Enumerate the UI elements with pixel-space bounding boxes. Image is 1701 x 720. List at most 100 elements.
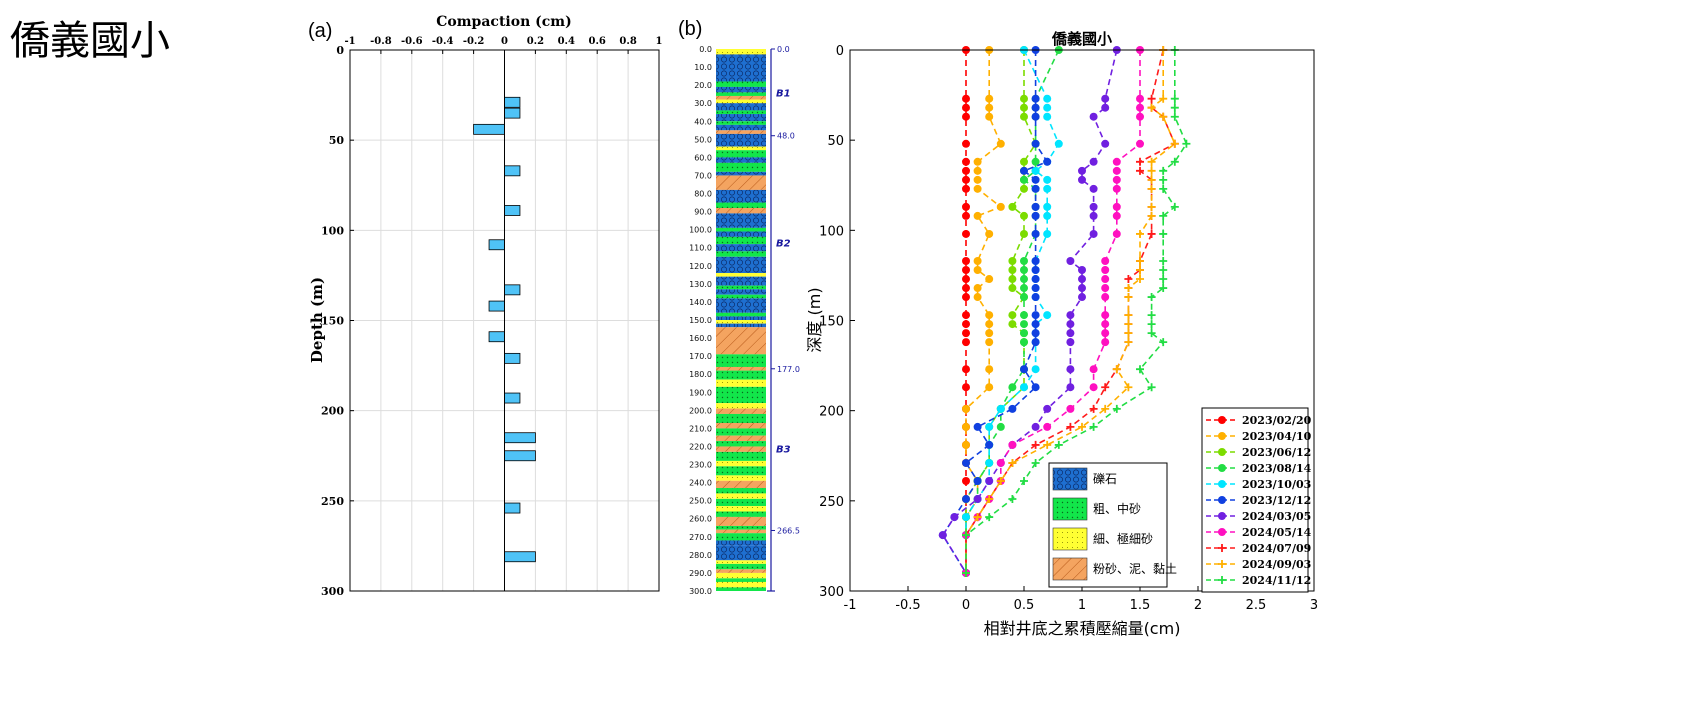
- series-point: [1008, 495, 1017, 504]
- series-point: [973, 513, 982, 522]
- series-point: [1159, 166, 1168, 175]
- legend-label: 2024/05/14: [1242, 526, 1312, 539]
- series-point: [1008, 284, 1017, 293]
- legend-label: 2023/12/12: [1242, 494, 1311, 507]
- legend-label: 2024/07/09: [1242, 542, 1311, 555]
- series-point: [1066, 329, 1075, 338]
- series-point: [1031, 166, 1040, 175]
- strat-legend-swatch-coarse: [1052, 497, 1088, 521]
- series-point: [1147, 329, 1156, 338]
- series-point: [1159, 275, 1168, 284]
- series-point: [1020, 338, 1028, 347]
- series-point: [1101, 311, 1110, 320]
- series-point: [1066, 320, 1075, 329]
- series-point: [962, 320, 970, 329]
- series-point: [1043, 311, 1052, 320]
- series-point: [1147, 311, 1156, 320]
- series-point: [985, 275, 994, 284]
- legend-marker: [1218, 528, 1226, 536]
- series-point: [962, 383, 970, 392]
- series-point: [1054, 440, 1063, 449]
- series-point: [1031, 293, 1040, 302]
- chart-c-x-tick-label: 1.5: [1130, 598, 1151, 613]
- series-point: [1031, 311, 1040, 320]
- compaction-x-tick-label: 1: [656, 36, 663, 47]
- series-point: [1124, 284, 1133, 293]
- series-point: [1031, 338, 1040, 347]
- series-point: [962, 293, 970, 302]
- series-point: [1112, 365, 1121, 374]
- series-point: [1182, 139, 1191, 148]
- series-point: [973, 157, 982, 166]
- series-point: [1101, 139, 1110, 148]
- series-point: [1031, 229, 1040, 238]
- series-point: [1008, 311, 1017, 320]
- series-point: [1020, 284, 1028, 293]
- series-point: [1170, 202, 1179, 211]
- series-point: [1101, 103, 1110, 112]
- series-point: [962, 166, 970, 175]
- series-point: [1008, 275, 1017, 284]
- series-point: [1020, 275, 1028, 284]
- series-point: [1043, 229, 1052, 238]
- series-point: [1043, 184, 1052, 193]
- series-point: [1124, 329, 1133, 338]
- series-point: [1101, 266, 1110, 275]
- chart-c-xlabel: 相對井底之累積壓縮量(cm): [984, 619, 1181, 638]
- chart-c-y-tick-label: 300: [819, 585, 844, 600]
- series-point: [973, 211, 982, 220]
- legend-marker: [1218, 432, 1226, 440]
- series-point: [1031, 284, 1040, 293]
- series-point: [1124, 338, 1133, 347]
- series-point: [1112, 166, 1121, 175]
- series-point: [962, 365, 970, 374]
- series-point: [1031, 422, 1040, 431]
- compaction-x-tick-label: -0.4: [432, 36, 454, 47]
- series-point: [985, 94, 994, 103]
- series-point: [1136, 229, 1144, 238]
- legend-marker: [1218, 480, 1226, 488]
- series-point: [962, 275, 970, 284]
- series-point: [1078, 266, 1086, 275]
- legend-label: 2024/09/03: [1242, 558, 1311, 571]
- legend-marker: [1218, 560, 1226, 568]
- compaction-x-tick-label: 0.6: [588, 36, 605, 47]
- chart-c-x-tick-label: 0.5: [1014, 598, 1035, 613]
- page-title: 僑義國小: [10, 18, 170, 64]
- series-point: [985, 513, 994, 522]
- series-point: [962, 513, 970, 522]
- series-point: [1089, 211, 1098, 220]
- series-line: [941, 49, 1118, 574]
- compaction-y-tick-label: 200: [321, 405, 344, 418]
- series-point: [1089, 112, 1098, 121]
- series-point: [1008, 440, 1017, 449]
- strat-legend-label: 礫石: [1093, 471, 1117, 486]
- compaction-x-tick-label: 0: [501, 36, 508, 47]
- compaction-y-tick-label: 300: [321, 585, 344, 598]
- series-point: [985, 365, 994, 374]
- series-point: [1043, 422, 1052, 431]
- series-point: [1031, 139, 1040, 148]
- series-point: [962, 311, 970, 320]
- series-point: [1031, 211, 1040, 220]
- series-point: [1089, 383, 1098, 392]
- series-point: [1031, 184, 1040, 193]
- series-point: [973, 495, 982, 504]
- series-point: [1136, 275, 1144, 284]
- series-point: [1136, 157, 1144, 166]
- series-point: [1008, 383, 1017, 392]
- chart-c-x-tick-label: 2.5: [1246, 598, 1267, 613]
- legend-label: 2024/11/12: [1242, 574, 1311, 587]
- legend-marker: [1218, 464, 1226, 472]
- series-point: [985, 422, 994, 431]
- series-point: [985, 495, 994, 504]
- series-point: [962, 266, 970, 275]
- series-point: [1124, 320, 1133, 329]
- series-point: [973, 266, 982, 275]
- series-point: [1020, 166, 1028, 175]
- strat-legend-label: 細、極細砂: [1093, 531, 1153, 546]
- series-point: [962, 422, 970, 431]
- series-point: [1031, 256, 1040, 265]
